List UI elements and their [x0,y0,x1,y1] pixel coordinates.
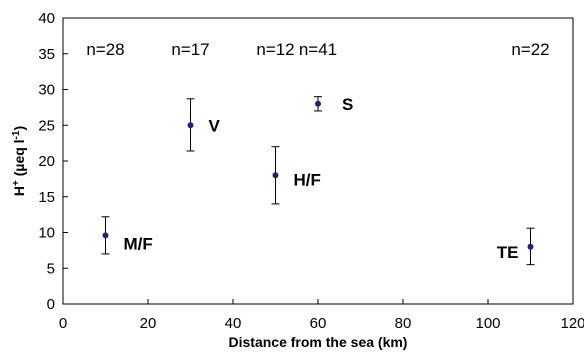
y-tick-label: 15 [38,189,55,206]
point-label: M/F [124,234,153,253]
x-tick-label: 100 [475,315,500,332]
data-point [272,172,279,179]
data-point [315,100,321,107]
sample-size-label: n=22 [511,40,549,59]
x-tick-label: 0 [59,315,67,332]
x-tick-label: 60 [310,315,327,332]
y-tick-label: 10 [38,225,55,242]
x-tick-label: 40 [225,315,242,332]
y-axis-title: H+ (µeq l-1) [11,126,27,196]
data-point [187,122,194,129]
x-tick-label: 80 [395,315,412,332]
point-label: H/F [294,170,321,189]
sample-size-label: n=12 [256,40,294,59]
x-tick-label: 120 [560,315,584,332]
y-tick-label: 40 [38,10,55,27]
plot-area [62,17,574,305]
point-label: S [342,95,353,114]
x-tick-label: 20 [140,315,157,332]
y-tick-label: 0 [47,296,55,313]
sample-size-label: n=17 [171,40,209,59]
x-axis-title: Distance from the sea (km) [229,334,408,350]
sample-size-label: n=28 [86,40,124,59]
y-tick-label: 25 [38,117,55,134]
y-tick-label: 35 [38,46,55,63]
data-point [527,243,534,250]
y-tick-label: 5 [47,260,55,277]
point-label: TE [497,243,519,262]
y-tick-label: 30 [38,82,55,99]
y-tick-label: 20 [38,153,55,170]
point-label: V [209,116,221,135]
sample-size-label: n=41 [299,40,337,59]
data-point [102,232,109,239]
